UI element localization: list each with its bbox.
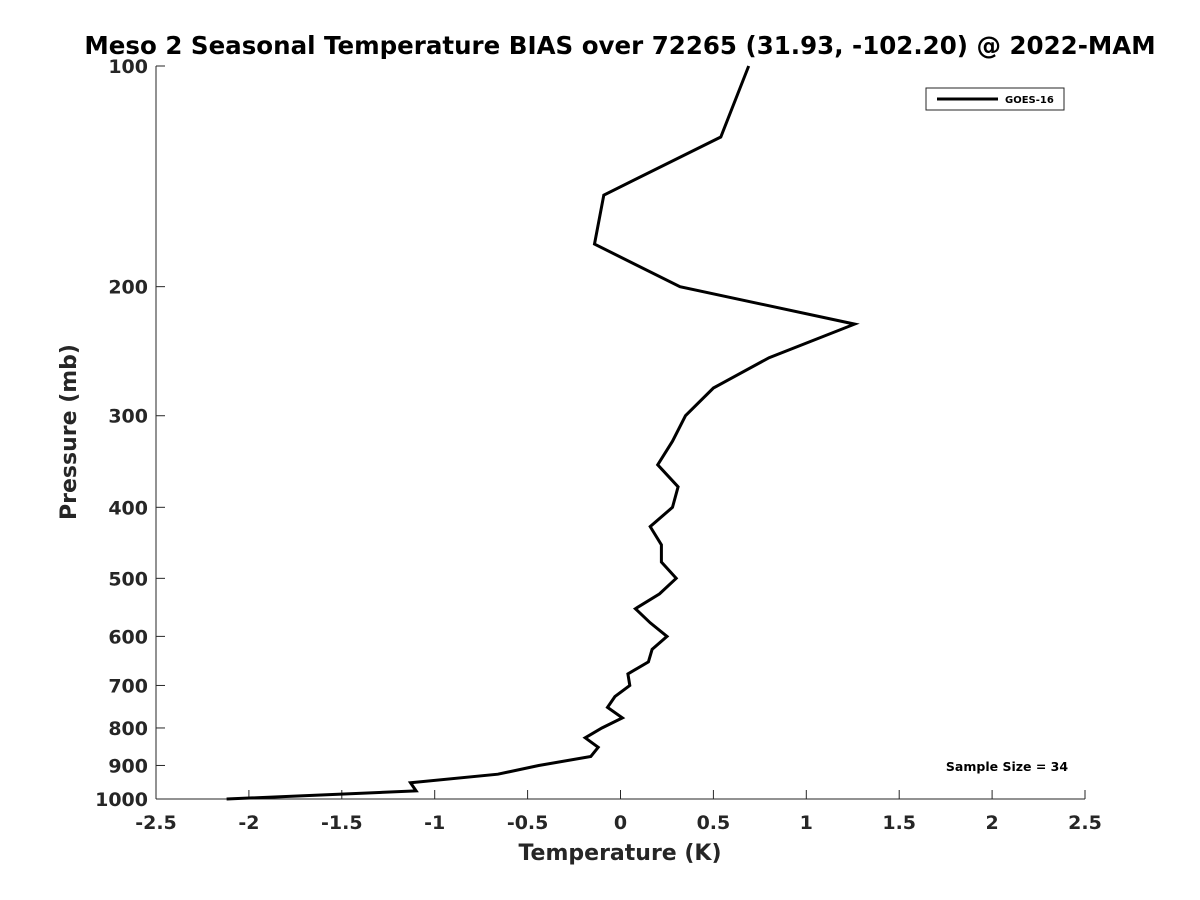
x-tick-label: -1.5 <box>321 812 363 834</box>
x-tick-label: 0 <box>614 812 627 834</box>
x-tick-label: -2 <box>238 812 259 834</box>
x-tick-label: 0.5 <box>697 812 731 834</box>
plot-area <box>156 66 1085 799</box>
sample-size-annotation: Sample Size = 34 <box>946 759 1068 774</box>
y-tick-label: 500 <box>108 568 148 590</box>
chart-title: Meso 2 Seasonal Temperature BIAS over 72… <box>84 31 1155 60</box>
x-axis-label: Temperature (K) <box>518 841 721 866</box>
x-tick-label: -1 <box>424 812 445 834</box>
x-tick-label: -0.5 <box>507 812 549 834</box>
x-tick-label: 1.5 <box>882 812 916 834</box>
x-tick-label: 2.5 <box>1068 812 1102 834</box>
y-tick-label: 400 <box>108 497 148 519</box>
y-tick-label: 100 <box>108 56 148 78</box>
y-tick-label: 1000 <box>95 789 148 811</box>
x-tick-label: -2.5 <box>135 812 177 834</box>
y-tick-label: 700 <box>108 675 148 697</box>
series-layer <box>226 65 860 801</box>
y-tick-label: 900 <box>108 755 148 777</box>
y-tick-label: 300 <box>108 406 148 428</box>
y-axis-label: Pressure (mb) <box>57 344 82 520</box>
y-axis-ticks: 100 200 300 400 500 600 700 800 900 1000 <box>95 56 165 811</box>
x-axis-ticks: -2.5 -2 -1.5 -1 -0.5 0 0.5 1 1.5 2 2.5 <box>135 790 1102 834</box>
y-tick-label: 600 <box>108 626 148 648</box>
x-tick-label: 1 <box>800 812 813 834</box>
legend-label-goes-16: GOES-16 <box>1005 95 1054 106</box>
legend: GOES-16 <box>925 87 1065 111</box>
y-tick-label: 800 <box>108 718 148 740</box>
x-tick-label: 2 <box>985 812 998 834</box>
y-tick-label: 200 <box>108 277 148 299</box>
series-line-goes-16 <box>226 65 860 801</box>
